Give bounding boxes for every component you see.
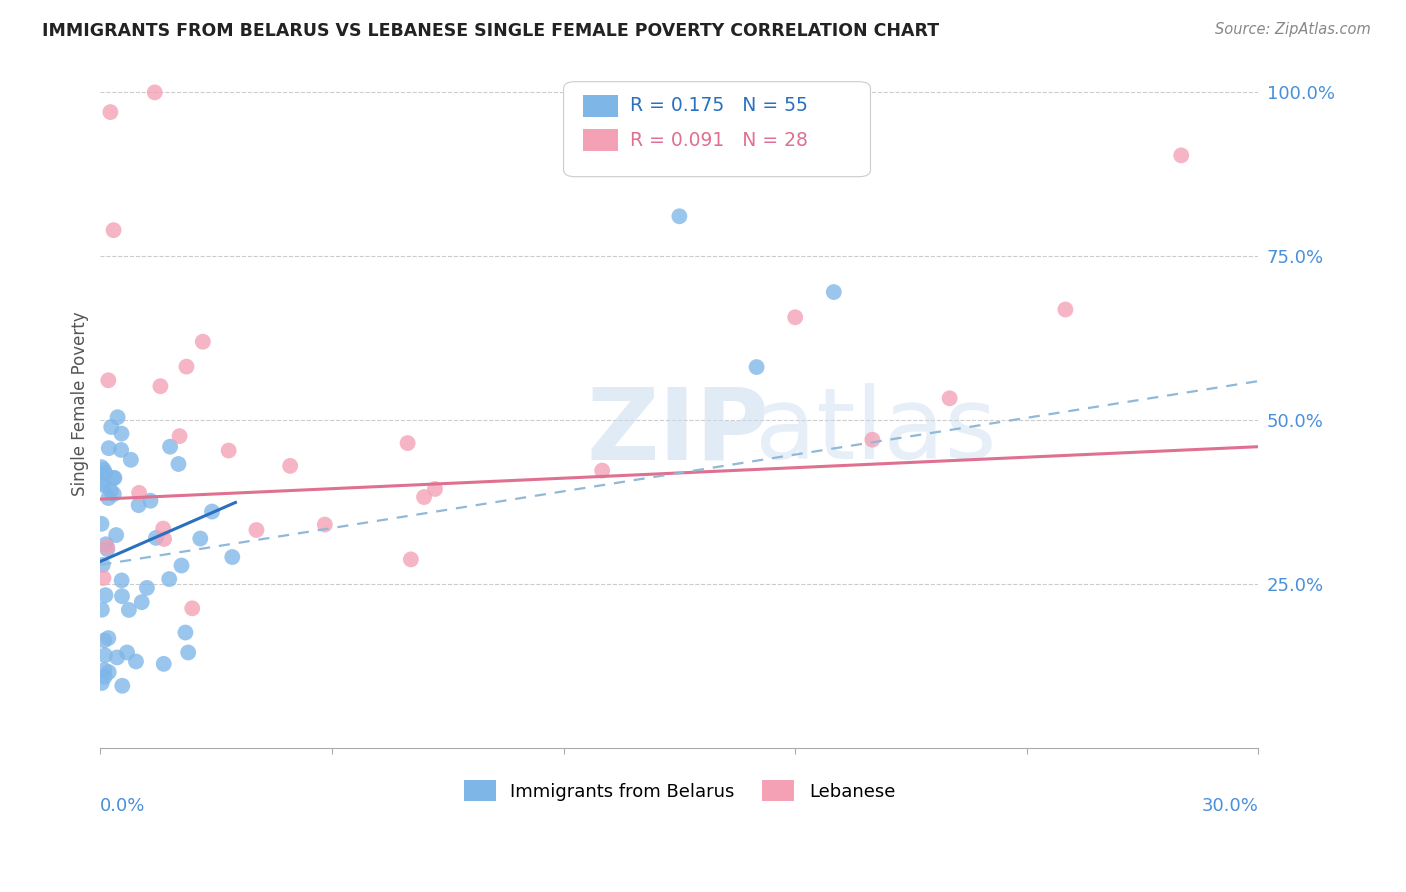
Point <box>245 523 267 537</box>
Text: R = 0.091   N = 28: R = 0.091 N = 28 <box>630 131 807 150</box>
Point <box>103 471 125 485</box>
Point <box>128 485 150 500</box>
Point <box>157 572 180 586</box>
Point <box>413 490 436 504</box>
Point <box>90 603 112 617</box>
Point <box>107 410 129 425</box>
Legend: Immigrants from Belarus, Lebanese: Immigrants from Belarus, Lebanese <box>457 773 903 808</box>
Y-axis label: Single Female Poverty: Single Female Poverty <box>72 311 89 496</box>
Point <box>125 655 148 669</box>
Point <box>278 458 301 473</box>
Point <box>96 540 118 554</box>
Point <box>105 528 128 542</box>
Point <box>188 532 211 546</box>
Text: atlas: atlas <box>755 383 997 480</box>
Point <box>201 505 224 519</box>
Point <box>668 209 690 223</box>
FancyBboxPatch shape <box>583 129 619 152</box>
Point <box>90 476 112 491</box>
Point <box>176 359 198 374</box>
Point <box>399 552 422 566</box>
Point <box>145 531 167 545</box>
Point <box>115 645 138 659</box>
Point <box>1170 148 1192 162</box>
Point <box>823 285 845 299</box>
Point <box>90 516 112 531</box>
Text: IMMIGRANTS FROM BELARUS VS LEBANESE SINGLE FEMALE POVERTY CORRELATION CHART: IMMIGRANTS FROM BELARUS VS LEBANESE SING… <box>42 22 939 40</box>
Text: 0.0%: 0.0% <box>100 797 146 814</box>
Point <box>94 648 117 663</box>
Point <box>93 571 115 585</box>
Point <box>860 433 883 447</box>
Point <box>90 460 112 475</box>
Point <box>170 558 193 573</box>
Point <box>103 223 125 237</box>
Point <box>177 645 200 659</box>
Text: Source: ZipAtlas.com: Source: ZipAtlas.com <box>1215 22 1371 37</box>
Point <box>91 558 114 572</box>
Point <box>103 471 125 485</box>
Point <box>423 482 446 496</box>
Point <box>110 426 132 441</box>
Point <box>111 679 134 693</box>
Text: R = 0.175   N = 55: R = 0.175 N = 55 <box>630 96 807 115</box>
Point <box>94 537 117 551</box>
Point <box>159 440 181 454</box>
Point <box>745 359 768 374</box>
Point <box>97 373 120 387</box>
Point <box>100 105 122 120</box>
Point <box>396 436 419 450</box>
Point <box>167 457 190 471</box>
Point <box>97 631 120 645</box>
Point <box>94 588 117 602</box>
Point <box>100 483 122 498</box>
Point <box>153 532 176 546</box>
Text: 30.0%: 30.0% <box>1202 797 1258 814</box>
Text: ZIP: ZIP <box>586 383 769 480</box>
Point <box>97 665 120 679</box>
FancyBboxPatch shape <box>583 95 619 117</box>
Point <box>152 522 174 536</box>
Point <box>1054 302 1077 317</box>
Point <box>110 442 132 457</box>
Point <box>111 589 134 603</box>
Point <box>314 517 336 532</box>
Point <box>93 478 115 492</box>
Point <box>118 603 141 617</box>
Point <box>191 334 214 349</box>
Point <box>94 466 117 480</box>
Point <box>152 657 174 671</box>
Point <box>105 650 128 665</box>
Point <box>103 487 125 501</box>
Point <box>149 379 172 393</box>
Point <box>100 420 122 434</box>
Point <box>93 670 115 684</box>
Point <box>128 498 150 512</box>
Point <box>131 595 153 609</box>
Point <box>938 392 960 406</box>
Point <box>136 581 159 595</box>
Point <box>97 441 120 455</box>
Point <box>143 86 166 100</box>
Point <box>93 633 115 648</box>
Point <box>221 549 243 564</box>
FancyBboxPatch shape <box>564 82 870 177</box>
Point <box>218 443 240 458</box>
Point <box>169 429 191 443</box>
Point <box>181 601 204 615</box>
Point <box>93 663 115 677</box>
Point <box>785 310 807 325</box>
Point <box>139 493 162 508</box>
Point <box>174 625 197 640</box>
Point <box>97 491 120 505</box>
Point <box>111 574 134 588</box>
Point <box>120 452 142 467</box>
Point <box>96 542 118 557</box>
Point <box>90 676 112 690</box>
Point <box>93 463 115 477</box>
Point <box>591 464 613 478</box>
